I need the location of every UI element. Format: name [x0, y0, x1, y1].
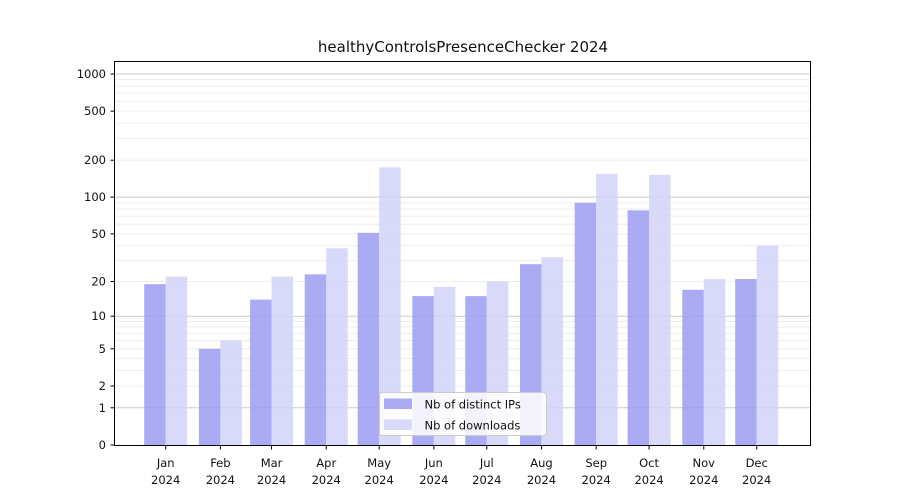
y-tick-label-2: 2	[99, 379, 106, 393]
x-tick-label-month-may: May	[367, 456, 391, 470]
x-tick-label-month-feb: Feb	[210, 456, 230, 470]
x-tick-label-year-mar: 2024	[257, 473, 286, 487]
x-tick-label-year-jan: 2024	[151, 473, 180, 487]
y-tick-label-1000: 1000	[77, 67, 106, 81]
x-tick-label-year-apr: 2024	[312, 473, 341, 487]
bar-downloads-sep	[596, 173, 618, 446]
bar-downloads-may	[379, 167, 401, 446]
bar-ips-nov	[682, 289, 704, 445]
x-tick-label-year-feb: 2024	[206, 473, 235, 487]
bar-ips-feb	[198, 348, 221, 445]
bar-downloads-dec	[756, 245, 779, 445]
x-tick-label-year-aug: 2024	[527, 473, 556, 487]
x-tick-label-year-dec: 2024	[742, 473, 771, 487]
y-tick-label-50: 50	[91, 227, 106, 241]
y-tick-label-1: 1	[99, 401, 106, 415]
x-axis: Jan 2024 Feb 2024 Mar 2024 Apr 2024 May 2024 Jun 20…	[151, 445, 771, 487]
legend: Nb of distinct IPs Nb of downloads	[379, 392, 547, 436]
x-tick-label-month-oct: Oct	[639, 456, 659, 470]
x-tick-label-month-apr: Apr	[316, 456, 336, 470]
x-tick-label-month-mar: Mar	[261, 456, 283, 470]
x-tick-label-month-jan: Jan	[156, 456, 175, 470]
x-tick-label-month-jun: Jun	[424, 456, 443, 470]
bar-downloads-jan	[165, 276, 188, 445]
bar-ips-apr	[304, 274, 327, 445]
chart-title: healthyControlsPresenceChecker 2024	[318, 38, 608, 56]
bar-ips-dec	[735, 279, 757, 445]
y-axis: 0 1 2 5 10 20 50 100 200 500 1000	[77, 67, 115, 452]
legend-swatch-ips	[384, 398, 412, 409]
x-tick-label-year-jul: 2024	[472, 473, 501, 487]
x-tick-label-year-nov: 2024	[689, 473, 718, 487]
plot-border	[114, 61, 811, 446]
y-tick-label-20: 20	[91, 275, 106, 289]
bar-ips-jan	[144, 284, 166, 445]
y-tick-label-500: 500	[84, 104, 106, 118]
bar-downloads-apr	[326, 248, 348, 445]
legend-swatch-downloads	[384, 419, 412, 430]
x-tick-label-month-aug: Aug	[530, 456, 552, 470]
bar-downloads-mar	[271, 276, 294, 445]
bar-ips-oct	[627, 210, 650, 445]
y-tick-label-5: 5	[99, 342, 106, 356]
bar-downloads-oct	[649, 174, 671, 445]
y-tick-label-200: 200	[84, 153, 106, 167]
x-tick-label-year-jun: 2024	[419, 473, 448, 487]
x-tick-label-month-jul: Jul	[479, 456, 494, 470]
y-tick-label-0: 0	[99, 438, 106, 452]
x-tick-label-month-nov: Nov	[693, 456, 716, 470]
x-tick-label-month-dec: Dec	[746, 456, 768, 470]
y-tick-label-100: 100	[84, 190, 106, 204]
x-tick-label-year-oct: 2024	[634, 473, 663, 487]
legend-label-ips: Nb of distinct IPs	[425, 398, 521, 412]
bar-downloads-nov	[703, 279, 726, 445]
bar-ips-mar	[250, 299, 272, 445]
legend-label-downloads: Nb of downloads	[425, 419, 521, 433]
bar-ips-may	[357, 232, 380, 445]
legend-box	[379, 392, 547, 436]
bar-ips-sep	[574, 202, 597, 445]
x-tick-label-month-sep: Sep	[585, 456, 607, 470]
y-tick-label-10: 10	[91, 309, 106, 323]
bar-downloads-feb	[220, 340, 242, 445]
x-tick-label-year-may: 2024	[365, 473, 394, 487]
x-tick-label-year-sep: 2024	[582, 473, 611, 487]
